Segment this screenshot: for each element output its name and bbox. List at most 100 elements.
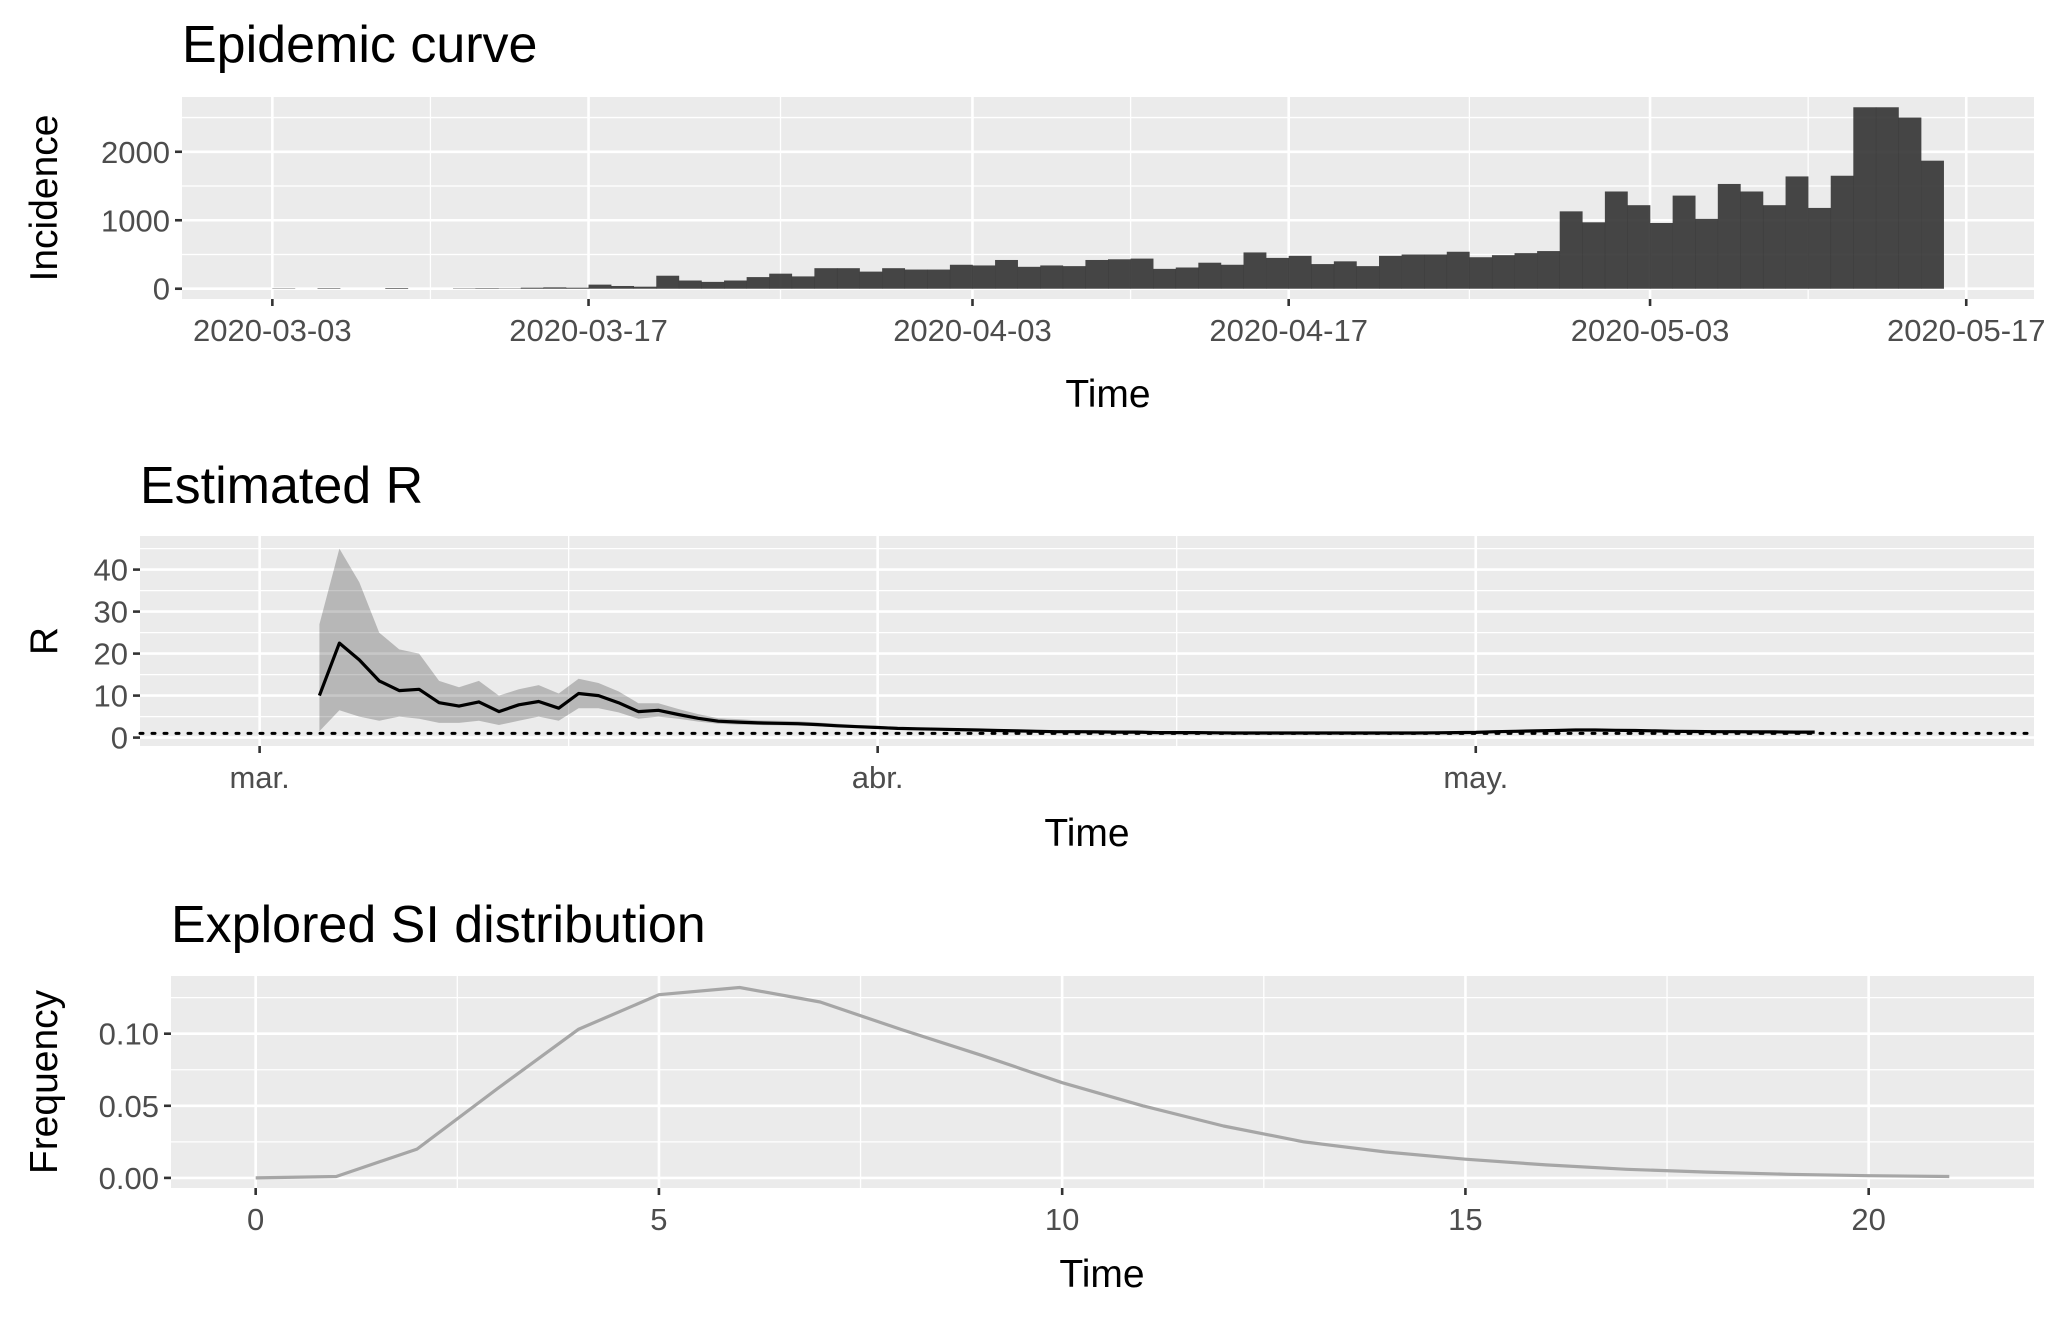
bar: [1175, 267, 1199, 289]
x-tick-label: 15: [1448, 1202, 1482, 1237]
x-tick-label: 2020-03-03: [193, 313, 352, 348]
mean-r-line: [317, 641, 1815, 735]
axes: 2020-03-03 2020-03-17 2020-04-03 2020-04-17…: [101, 135, 2046, 348]
x-tick-label: 0: [247, 1202, 264, 1237]
bar: [769, 273, 793, 289]
bar: [1650, 222, 1673, 289]
bar: [1672, 195, 1696, 289]
bar: [1559, 211, 1583, 289]
bar: [1220, 264, 1244, 289]
bar: [385, 288, 409, 289]
bar: [1491, 255, 1515, 289]
si-series: [255, 985, 1950, 1180]
bar: [1469, 257, 1493, 289]
y-tick-label: 20: [94, 637, 128, 672]
bar: [995, 259, 1018, 289]
chart-title: Estimated R: [140, 457, 423, 515]
bar: [543, 287, 567, 289]
y-tick-label: 0: [153, 272, 170, 307]
bars: [272, 107, 1944, 289]
bar: [1627, 205, 1651, 289]
bar: [1153, 268, 1177, 289]
bar: [1311, 264, 1335, 289]
x-tick-label: 2020-04-17: [1209, 313, 1368, 348]
y-tick-label: 10: [94, 679, 128, 714]
x-tick-label: 10: [1045, 1202, 1079, 1237]
grid-lines: [171, 976, 2034, 1188]
epidemic-curve-chart: Epidemic curve 2020-03-03 2020-03-17 2020-…: [23, 16, 2046, 416]
bar: [1808, 207, 1832, 289]
bar: [1785, 176, 1809, 289]
y-tick-label: 1000: [101, 203, 170, 238]
x-tick-label: 2020-03-17: [509, 313, 668, 348]
bar: [1446, 251, 1470, 289]
bar: [1379, 255, 1402, 289]
bar: [1108, 259, 1131, 289]
bar: [633, 286, 657, 289]
y-tick-label: 2000: [101, 135, 170, 170]
estimate-series: [138, 548, 2036, 735]
bar: [1582, 222, 1606, 289]
x-tick-label: may.: [1443, 760, 1508, 795]
bar: [611, 285, 635, 289]
y-tick-label: 0.05: [99, 1089, 159, 1124]
bar: [1266, 257, 1289, 289]
bar: [1424, 254, 1448, 289]
bar: [972, 265, 996, 289]
bar: [520, 287, 544, 289]
bar: [1401, 254, 1425, 289]
estimated-r-chart: Estimated R mar. abr. may. 0 10 20 30 40 Time R: [23, 457, 2036, 855]
bar: [859, 271, 883, 289]
bar: [1288, 255, 1312, 289]
x-tick-label: 2020-05-17: [1887, 313, 2046, 348]
grid-lines: [140, 536, 2034, 746]
bar: [1875, 107, 1899, 289]
bar: [1695, 218, 1719, 289]
bar: [1898, 117, 1922, 289]
bar: [1604, 191, 1628, 289]
plot-panel: [140, 536, 2034, 746]
bar: [1740, 191, 1764, 289]
bar: [1198, 262, 1222, 289]
y-tick-label: 0: [111, 721, 128, 756]
bar: [565, 287, 589, 289]
plot-panel: [171, 976, 2034, 1188]
axes: 0 5 10 15 20 0.00 0.05 0.10: [99, 1017, 1886, 1237]
bar: [1017, 266, 1041, 289]
x-tick-label: 5: [650, 1202, 667, 1237]
bar: [1356, 266, 1380, 289]
x-tick-label: abr.: [852, 760, 904, 795]
si-distribution-line: [255, 985, 1950, 1180]
x-axis-title: Time: [1059, 1253, 1144, 1296]
bar: [836, 268, 860, 289]
bar: [724, 280, 747, 289]
bar: [317, 288, 341, 289]
bar: [1333, 261, 1357, 289]
bar: [949, 264, 973, 289]
bar: [701, 281, 725, 289]
x-axis-title: Time: [1044, 812, 1129, 855]
bar: [1537, 251, 1561, 289]
bar: [791, 276, 815, 289]
bar: [882, 268, 906, 289]
bar: [1085, 259, 1109, 289]
bar: [475, 288, 499, 289]
bar: [588, 284, 612, 289]
si-distribution-chart: Explored SI distribution 0 5 10 15 20 0.00 0.0…: [23, 896, 2034, 1296]
y-tick-label: 0.10: [99, 1017, 159, 1052]
y-tick-label: 40: [94, 553, 128, 588]
x-axis-title: Time: [1065, 373, 1150, 416]
bar: [678, 280, 702, 289]
bar: [1243, 252, 1267, 289]
bar: [1830, 175, 1854, 289]
x-tick-label: 2020-04-03: [893, 313, 1052, 348]
bar: [1062, 266, 1086, 289]
confidence-ribbon: [319, 548, 1815, 734]
chart-title: Epidemic curve: [182, 16, 537, 74]
x-tick-label: 20: [1851, 1202, 1885, 1237]
bar: [1130, 258, 1154, 289]
bar: [656, 275, 680, 289]
x-tick-label: 2020-05-03: [1571, 313, 1730, 348]
x-tick-label: mar.: [229, 760, 289, 795]
